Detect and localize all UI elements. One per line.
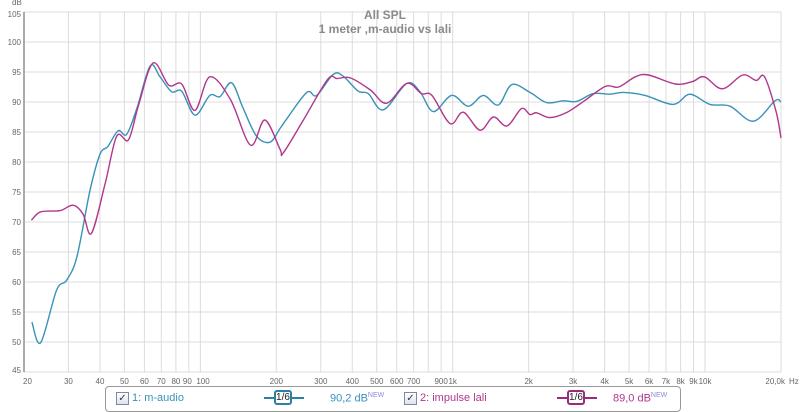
x-tick-label: 50 xyxy=(120,377,129,386)
x-tick-label: 4k xyxy=(600,377,609,386)
y-tick-label: 90 xyxy=(12,98,21,107)
series-1-label[interactable]: 1: m-audio xyxy=(132,392,184,404)
curves xyxy=(30,62,782,345)
series-1-smoothing-button[interactable]: 1/6 xyxy=(264,390,304,406)
chart-title: All SPL xyxy=(364,8,406,22)
series-2-level-value: 89,0 dB xyxy=(613,392,651,405)
y-tick-label: 70 xyxy=(12,218,21,227)
x-tick-label: 80 xyxy=(171,377,180,386)
y-axis-unit: dB xyxy=(12,0,22,7)
x-tick-label: 40 xyxy=(96,377,105,386)
x-axis-unit: Hz xyxy=(789,377,799,386)
x-tick-label: 6k xyxy=(645,377,654,386)
series-2-new-badge: NEW xyxy=(650,392,668,399)
x-tick-label: 90 xyxy=(183,377,192,386)
spl-chart: 45 50 55 60 65 70 75 80 85 90 95 100 105 20 30 40 50 60 70… xyxy=(8,0,799,386)
y-tick-label: 65 xyxy=(12,248,21,257)
chart-subtitle: 1 meter ,m-audio vs lali xyxy=(319,22,452,36)
y-tick-label: 45 xyxy=(12,366,21,375)
series-2-level: 89,0 dBNEW xyxy=(613,392,667,405)
x-tick-label: 200 xyxy=(270,377,284,386)
x-tick-label: 600 xyxy=(390,377,404,386)
x-tick-label: 7k xyxy=(662,377,671,386)
x-tick-label: 2k xyxy=(524,377,533,386)
y-tick-label: 100 xyxy=(8,38,22,47)
y-tick-label: 85 xyxy=(12,128,21,137)
legend: ✓ 1: m-audio 1/6 90,2 dBNEW ✓ 2: impulse… xyxy=(105,386,681,412)
series-2-smoothing-button[interactable]: 1/6 xyxy=(557,390,597,406)
y-tick-label: 80 xyxy=(12,158,21,167)
series-1-level: 90,2 dBNEW xyxy=(330,392,384,405)
series-line-1 xyxy=(31,64,782,345)
y-tick-label: 55 xyxy=(12,308,21,317)
x-tick-label: 700 xyxy=(407,377,421,386)
x-tick-label: 30 xyxy=(64,377,73,386)
series-1-new-badge: NEW xyxy=(367,392,385,399)
series-2-smoothing-value: 1/6 xyxy=(567,390,585,405)
x-tick-label: 1k xyxy=(448,377,457,386)
series-2-label[interactable]: 2: impulse lali xyxy=(420,392,487,404)
x-tick-label: 400 xyxy=(346,377,360,386)
series-1-smoothing-value: 1/6 xyxy=(274,390,292,405)
y-tick-label: 50 xyxy=(12,338,21,347)
series-2-checkbox[interactable]: ✓ xyxy=(404,392,417,405)
x-tick-label: 9k xyxy=(689,377,698,386)
tick-labels: 45 50 55 60 65 70 75 80 85 90 95 100 105 20 30 40 50 60 70… xyxy=(8,10,786,386)
x-tick-label: 5k xyxy=(625,377,634,386)
y-tick-label: 95 xyxy=(12,68,21,77)
y-tick-label: 60 xyxy=(12,278,21,287)
x-tick-label: 300 xyxy=(314,377,328,386)
x-tick-label: 8k xyxy=(676,377,685,386)
x-tick-label: 60 xyxy=(140,377,149,386)
y-tick-label: 75 xyxy=(12,188,21,197)
x-tick-label: 3k xyxy=(569,377,578,386)
x-tick-label: 70 xyxy=(157,377,166,386)
x-tick-label: 100 xyxy=(196,377,210,386)
series-1-checkbox[interactable]: ✓ xyxy=(116,392,129,405)
x-tick-label: 10k xyxy=(699,377,713,386)
x-tick-label: 20,0k xyxy=(765,377,786,386)
series-line-2 xyxy=(30,62,782,235)
x-tick-label: 500 xyxy=(370,377,384,386)
grid xyxy=(23,11,782,373)
y-tick-label: 105 xyxy=(8,10,22,19)
x-tick-label: 900 xyxy=(434,377,448,386)
x-tick-label: 20 xyxy=(23,377,32,386)
series-1-level-value: 90,2 dB xyxy=(330,392,368,405)
